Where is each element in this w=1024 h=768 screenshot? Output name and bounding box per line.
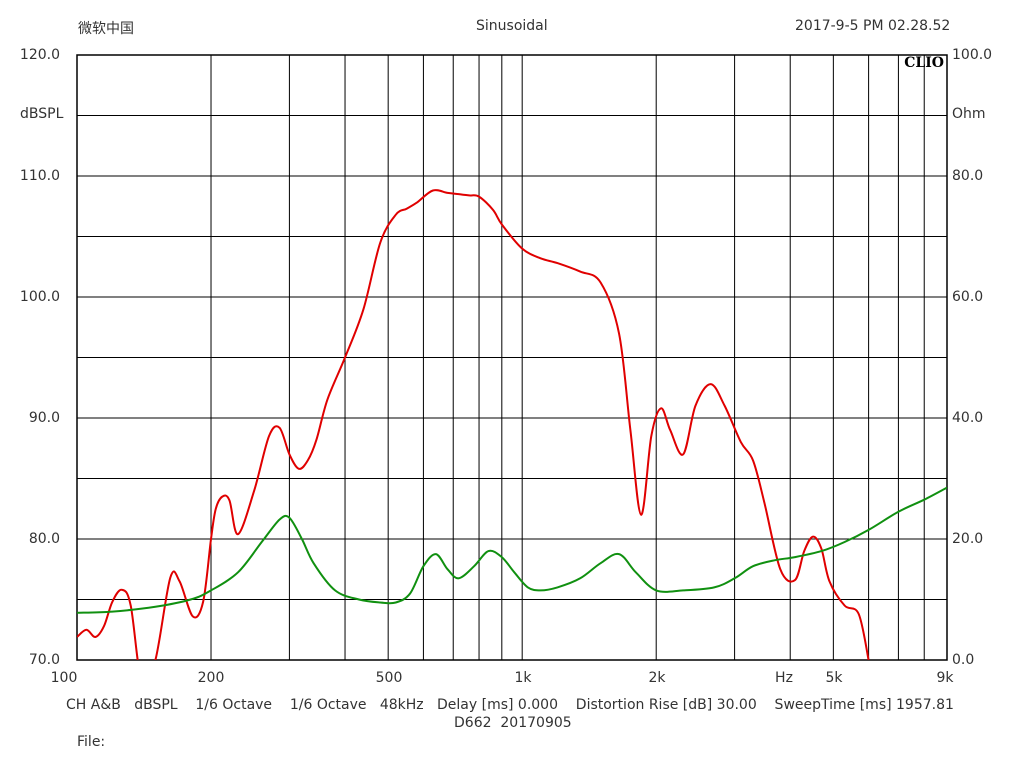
chart-grid [77, 55, 947, 660]
y-right-tick: 40.0 [952, 410, 984, 426]
footer-device-label: D662 20170905 [454, 715, 572, 731]
y-left-tick: 80.0 [28, 531, 60, 547]
y-right-tick: 20.0 [952, 531, 984, 547]
header-timestamp: 2017-9-5 PM 02.28.52 [795, 18, 951, 34]
y-right-tick: 100.0 [952, 47, 993, 63]
x-tick-label: 1k [514, 670, 532, 686]
y-right-tick: 80.0 [952, 168, 984, 184]
x-tick-label: 500 [375, 670, 403, 686]
y-left-tick: 90.0 [28, 410, 60, 426]
y-right-axis-label: Ohm [952, 106, 986, 122]
footer-settings-line: CH A&B dBSPL 1/6 Octave 1/6 Octave 48kHz… [66, 697, 954, 713]
footer-file-label: File: [77, 734, 106, 750]
y-left-tick: 110.0 [19, 168, 60, 184]
x-tick-label: 100 [50, 670, 78, 686]
header-title: Sinusoidal [476, 18, 548, 34]
y-left-tick: 120.0 [19, 47, 60, 63]
impedance-curve [77, 486, 947, 614]
y-right-tick: 0.0 [952, 652, 975, 668]
chart-curves [77, 189, 947, 660]
x-tick-label: 9k [936, 670, 954, 686]
header-left-text: 微软中国 [78, 21, 134, 37]
x-tick-label: 2k [648, 670, 666, 686]
x-tick-label: 200 [197, 670, 225, 686]
y-right-tick: 60.0 [952, 289, 984, 305]
y-left-tick: 70.0 [28, 652, 60, 668]
y-left-tick: 100.0 [19, 289, 60, 305]
x-tick-label: 5k [825, 670, 843, 686]
x-tick-label: Hz [775, 670, 793, 686]
y-left-axis-label: dBSPL [20, 106, 64, 122]
spl-response-curve [77, 189, 870, 660]
clio-brand-label: CLIO [904, 55, 944, 71]
